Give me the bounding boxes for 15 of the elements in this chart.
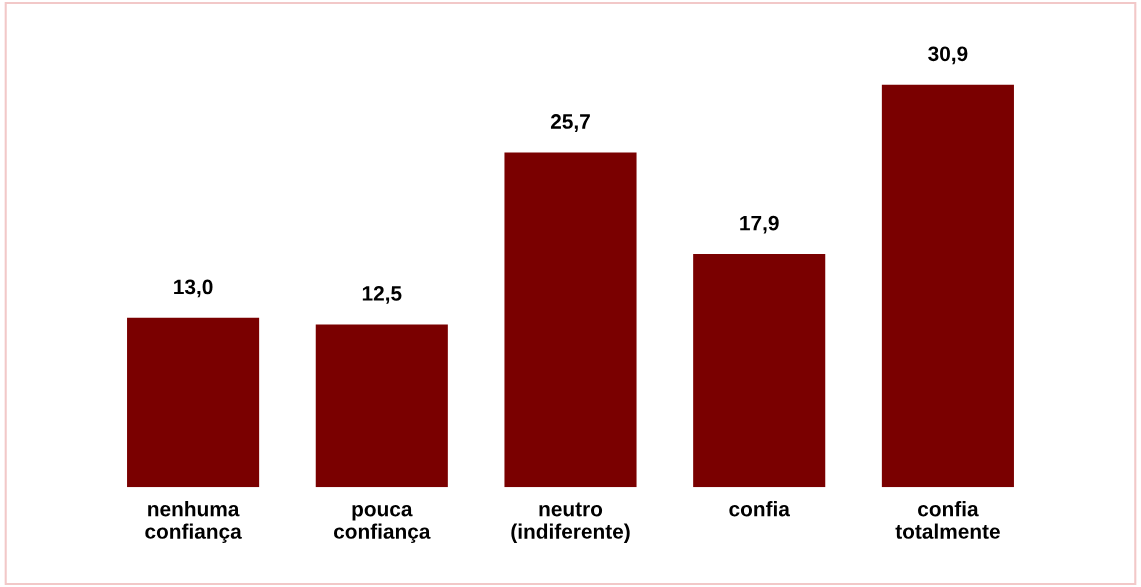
data-label: 12,5 [362,286,402,304]
bar [693,254,826,488]
x-tick-label: pouca confiança [333,504,431,543]
bar [504,152,637,488]
bar [315,324,448,488]
x-tick-label: confia [729,501,791,517]
data-label: 13,0 [174,279,213,298]
x-tick-label: nenhuma confiança [145,501,242,543]
bar [881,84,1014,488]
bar [127,317,260,488]
x-tick-label: confia totalmente [895,501,1000,539]
data-label: 30,9 [928,46,968,65]
data-label: 25,7 [550,114,590,132]
x-tick-label: neutro (indiferente) [511,502,630,543]
data-label: 17,9 [740,215,779,234]
